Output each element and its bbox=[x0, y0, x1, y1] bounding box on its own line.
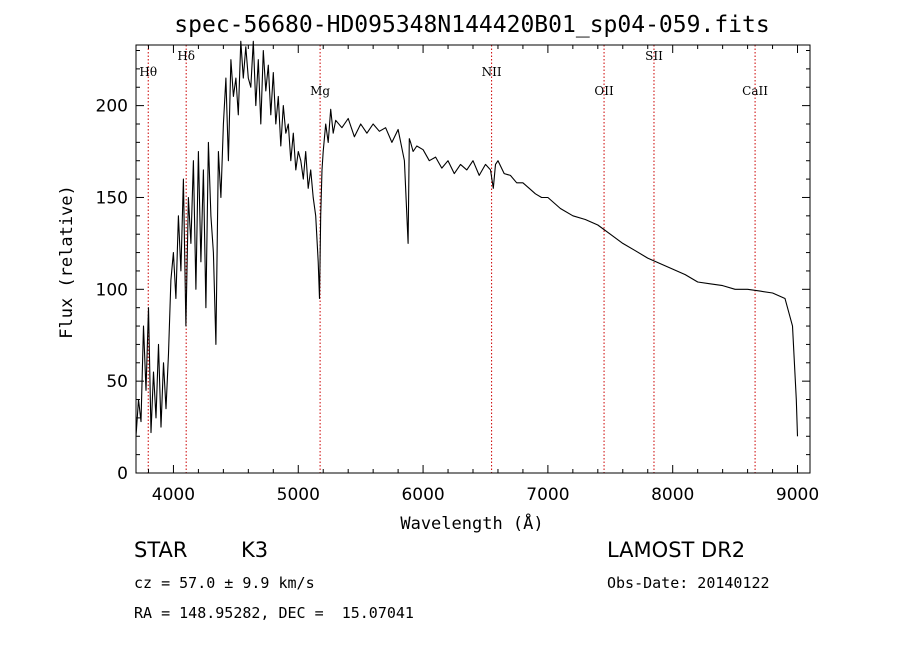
coordinates: RA = 148.95282, DEC = 15.07041 bbox=[134, 604, 414, 622]
y-tick-label: 100 bbox=[96, 280, 128, 300]
y-axis-label: Flux (relative) bbox=[57, 185, 77, 339]
line-label: Mg bbox=[310, 84, 330, 98]
spectrum-chart: spec-56680-HD095348N144420B01_sp04-059.f… bbox=[57, 12, 819, 534]
x-tick-label: 4000 bbox=[152, 485, 195, 505]
line-label: OII bbox=[594, 84, 614, 98]
x-tick-label: 5000 bbox=[277, 485, 320, 505]
spectral-subclass: K3 bbox=[241, 538, 269, 562]
y-tick-label: 50 bbox=[106, 372, 128, 392]
obs-date: Obs-Date: 20140122 bbox=[607, 574, 770, 592]
line-label: Hθ bbox=[139, 65, 157, 79]
spectrum-series bbox=[135, 40, 799, 437]
x-tick-label: 6000 bbox=[401, 485, 444, 505]
plot-frame bbox=[135, 44, 811, 474]
y-tick-label: 150 bbox=[96, 188, 128, 208]
x-tick-label: 8000 bbox=[651, 485, 694, 505]
chart-title: spec-56680-HD095348N144420B01_sp04-059.f… bbox=[174, 12, 769, 38]
y-tick-label: 200 bbox=[96, 97, 128, 117]
y-tick-label: 0 bbox=[117, 464, 128, 484]
x-axis-ticks: 4000 5000 6000 7000 8000 9000 bbox=[147, 45, 819, 505]
spectrum-line bbox=[135, 40, 799, 437]
x-tick-label: 9000 bbox=[776, 485, 819, 505]
survey-name: LAMOST DR2 bbox=[607, 538, 746, 562]
line-label: CaII bbox=[742, 84, 768, 98]
line-label: SII bbox=[645, 49, 663, 63]
y-axis-ticks: 0 50 100 150 200 bbox=[96, 50, 810, 484]
x-tick-label: 7000 bbox=[526, 485, 569, 505]
emission-line-markers: Hθ Hδ Mg NII OII SII CaII bbox=[139, 45, 768, 473]
x-axis-label: Wavelength (Å) bbox=[400, 512, 543, 534]
line-label: NII bbox=[482, 65, 502, 79]
object-type: STAR bbox=[134, 538, 188, 562]
line-label: Hδ bbox=[177, 49, 195, 63]
cz-value: cz = 57.0 ± 9.9 km/s bbox=[134, 574, 315, 592]
